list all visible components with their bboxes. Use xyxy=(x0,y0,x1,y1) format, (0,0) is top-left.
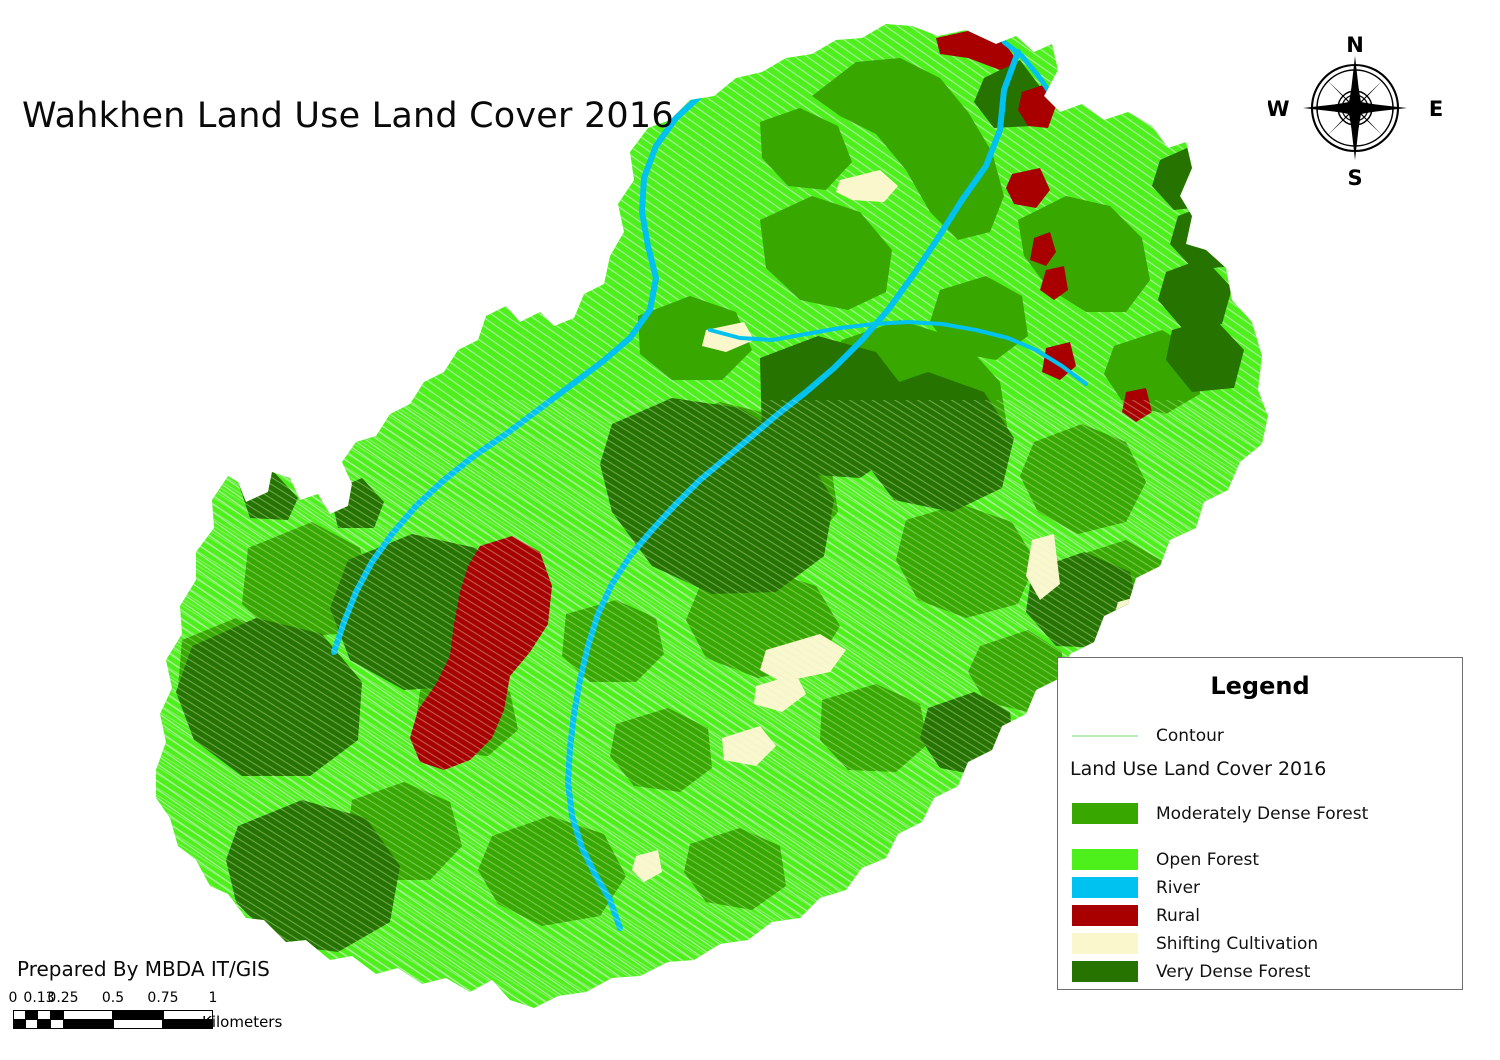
scale-bar-units: Kilometers xyxy=(202,1013,283,1031)
scale-tick-5: 1 xyxy=(208,990,218,1006)
compass-west-label: W xyxy=(1268,97,1290,121)
legend-item-rural[interactable]: Rural xyxy=(1072,905,1200,926)
swatch-moderately-dense-forest xyxy=(1072,803,1138,824)
legend-item-moderately-dense-forest[interactable]: Moderately Dense Forest xyxy=(1072,803,1368,824)
legend-title: Legend xyxy=(1210,672,1310,700)
scale-tick-4: 0.75 xyxy=(147,990,179,1006)
credit-text: Prepared By MBDA IT/GIS xyxy=(17,957,270,981)
scale-bar-graphic xyxy=(13,1010,213,1029)
compass-east-label: E xyxy=(1429,97,1443,121)
scale-bar: 0 0.13 0.25 0.5 0.75 1 xyxy=(9,990,217,1036)
scale-tick-2: 0.25 xyxy=(47,990,79,1006)
legend-label-open-forest: Open Forest xyxy=(1156,849,1259,870)
legend-item-shifting-cultivation[interactable]: Shifting Cultivation xyxy=(1072,933,1318,954)
scale-tick-1: 0.13 xyxy=(23,990,55,1006)
legend-group-header: Land Use Land Cover 2016 xyxy=(1070,758,1327,780)
legend-label-shifting-cultivation: Shifting Cultivation xyxy=(1156,933,1319,954)
page-title: Wahkhen Land Use Land Cover 2016 xyxy=(22,96,674,136)
legend-label-contour: Contour xyxy=(1156,726,1224,746)
legend-label-moderately-dense-forest: Moderately Dense Forest xyxy=(1156,803,1369,824)
swatch-river xyxy=(1072,877,1138,898)
legend-item-very-dense-forest[interactable]: Very Dense Forest xyxy=(1072,961,1310,982)
scale-tick-3: 0.5 xyxy=(101,990,125,1006)
legend-item-open-forest[interactable]: Open Forest xyxy=(1072,849,1259,870)
swatch-shifting-cultivation xyxy=(1072,933,1138,954)
swatch-very-dense-forest xyxy=(1072,961,1138,982)
scale-tick-0: 0 xyxy=(8,990,18,1006)
swatch-rural xyxy=(1072,905,1138,926)
compass-rose: N S E W xyxy=(1266,26,1443,191)
compass-south-label: S xyxy=(1347,166,1362,190)
legend-label-rural: Rural xyxy=(1156,905,1200,926)
compass-north-label: N xyxy=(1346,33,1364,57)
legend-label-very-dense-forest: Very Dense Forest xyxy=(1156,961,1311,982)
legend-panel[interactable]: Legend Contour Land Use Land Cover 2016 … xyxy=(1057,657,1463,990)
contour-line-swatch xyxy=(1072,735,1138,737)
legend-item-contour[interactable]: Contour xyxy=(1072,726,1224,746)
legend-label-river: River xyxy=(1156,877,1201,898)
legend-item-river[interactable]: River xyxy=(1072,877,1200,898)
swatch-open-forest xyxy=(1072,849,1138,870)
